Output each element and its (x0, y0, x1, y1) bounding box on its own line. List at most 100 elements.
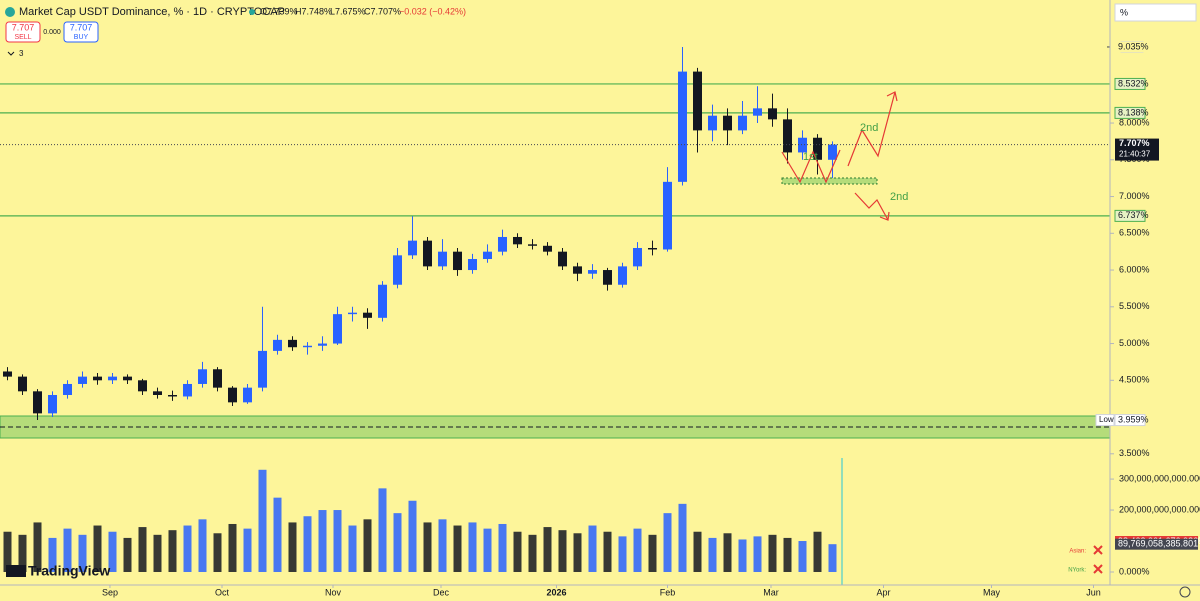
volume-bar (828, 544, 837, 572)
candle-body (588, 270, 597, 274)
candle-body (228, 387, 237, 403)
session-label: NYork: (1068, 568, 1086, 574)
x-tick-label: Mar (763, 587, 779, 597)
collapse-icon[interactable] (7, 51, 15, 56)
candle-body (633, 247, 642, 267)
candle-body (363, 312, 372, 318)
volume-bar (318, 510, 327, 572)
candle-body (468, 259, 477, 271)
volume-bar (198, 519, 207, 572)
buy-button[interactable] (63, 21, 99, 43)
volume-bar (393, 513, 402, 572)
ohlc: L7.675% (330, 6, 366, 16)
annotation: 2nd (890, 191, 908, 203)
volume-bar (408, 500, 417, 572)
volume-bar (813, 531, 822, 572)
volume-bar (693, 531, 702, 572)
session-label: Asian: (1069, 549, 1086, 555)
volume-bar (438, 519, 447, 572)
volume-bar (228, 523, 237, 572)
price-label-box (1114, 209, 1146, 222)
price-label-box (1115, 538, 1198, 550)
price-label-box (1114, 106, 1146, 119)
level-label: 8.138% (1118, 107, 1149, 117)
candle-body (378, 284, 387, 318)
candle-body (498, 236, 507, 252)
change: −0.032 (−0.42%) (399, 6, 466, 16)
candle-body (258, 350, 267, 388)
volume-tick-label: 200,000,000,000.000% (1119, 504, 1200, 514)
candle-body (3, 371, 12, 377)
volume-bar (468, 522, 477, 572)
y-tick-label: 3.500% (1119, 448, 1150, 458)
candle-body (333, 314, 342, 344)
logo: TradingView (28, 563, 110, 579)
session-off[interactable] (1093, 545, 1103, 555)
volume-bar (48, 537, 57, 572)
volume-bar (708, 537, 717, 572)
candle-body (138, 380, 147, 392)
logo-mark (6, 565, 26, 577)
settings-icon[interactable] (1179, 586, 1191, 598)
candle-body (438, 251, 447, 267)
volume-bar (153, 534, 162, 572)
marks (0, 46, 1110, 572)
candle-body (573, 266, 582, 274)
candle-body (303, 345, 312, 348)
candle-body (213, 369, 222, 388)
candle-body (408, 240, 417, 256)
marker-value: 9.035% (1118, 41, 1149, 51)
volume-bar (213, 533, 222, 572)
y-tick-label: 6.000% (1119, 264, 1150, 274)
candle-body (678, 71, 687, 182)
x-tick-label: May (983, 587, 1001, 597)
volume-bar (498, 523, 507, 572)
candle-body (648, 247, 657, 250)
spread: 0.000 (43, 29, 61, 36)
candle-body (108, 376, 117, 381)
marker-name: Low (1099, 415, 1114, 424)
candle-body (753, 108, 762, 116)
volume-bar (573, 533, 582, 572)
arrow-down (854, 192, 889, 221)
annotation: 2nd (860, 122, 878, 134)
session-off[interactable] (1093, 564, 1103, 574)
volume-bar (378, 488, 387, 572)
volume-bar (513, 531, 522, 572)
symbol: Market Cap USDT Dominance, % · 1D · CRYP… (19, 6, 285, 18)
volume-bar (528, 534, 537, 572)
volume-label: 89,769,058,385.801% (1118, 539, 1200, 549)
candle-body (198, 369, 207, 384)
volume-bar (648, 534, 657, 572)
price-label-box (1114, 414, 1146, 427)
indicator-count: 3 (19, 49, 24, 58)
arrow-up (847, 91, 896, 167)
volume-bar (558, 530, 567, 572)
volume-bar (588, 525, 597, 572)
volume-bar (423, 522, 432, 572)
candle-body (183, 383, 192, 397)
price-axis (1110, 0, 1200, 601)
volume-bar (678, 503, 687, 572)
candle-body (288, 339, 297, 348)
annotation: 1st (803, 151, 818, 163)
volume-bar (363, 519, 372, 572)
sell-button[interactable] (5, 21, 41, 43)
countdown: 21:40:37 (1119, 150, 1151, 159)
x-tick-label: 2026 (546, 587, 566, 597)
level-label: 6.737% (1118, 210, 1149, 220)
y-tick-label: 4.500% (1119, 375, 1150, 385)
volume-bar (78, 534, 87, 572)
x-tick-label: Jun (1086, 587, 1101, 597)
volume-bar (633, 528, 642, 572)
candle-body (33, 391, 42, 414)
volume-bar (108, 531, 117, 572)
x-tick-label: Apr (876, 587, 890, 597)
candle-body (603, 270, 612, 285)
volume-bar (798, 541, 807, 572)
level-label: 8.532% (1118, 78, 1149, 88)
volume-bar (183, 525, 192, 572)
candle-body (693, 71, 702, 131)
current-price: 7.707% (1119, 138, 1150, 148)
candle-body (18, 376, 27, 392)
